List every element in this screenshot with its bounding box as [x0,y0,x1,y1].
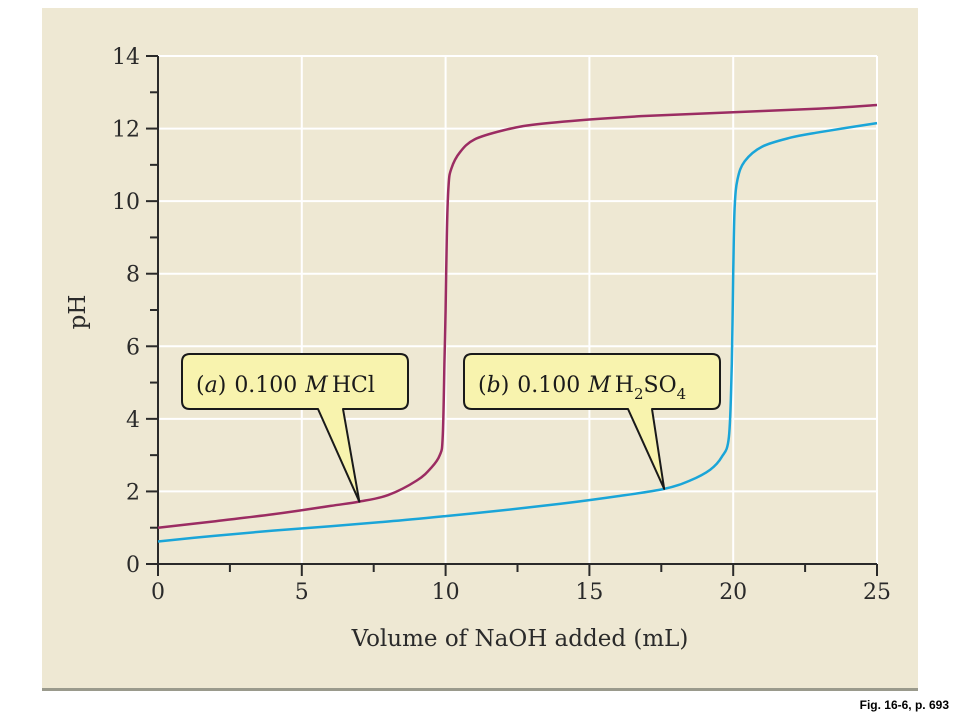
y-tick-label: 14 [112,45,140,70]
x-tick-label: 20 [719,580,747,605]
axes: 0 5 10 15 20 25 0 2 4 6 8 10 12 14 [112,45,891,605]
x-axis-label: Volume of NaOH added (mL) [351,626,689,652]
y-tick-label: 12 [112,118,140,143]
x-tick-label: 10 [432,580,460,605]
callout-b-label: (b) 0.100 M H2SO4 [478,373,686,403]
series-b-h2so4-line [157,121,878,543]
series-lines [157,103,878,543]
callout-a: (a) 0.100 M HCl [181,353,409,503]
series-a-hcl-line [157,103,878,529]
callout-b-bubble [463,353,721,490]
figure-bottom-rule [42,688,918,691]
x-tick-label: 15 [575,580,603,605]
x-tick-label: 25 [863,580,891,605]
figure-panel [42,8,918,688]
y-tick-label: 0 [126,553,140,578]
y-tick-label: 2 [126,480,140,505]
y-axis-label: pH [65,295,91,330]
y-tick-label: 8 [126,263,140,288]
y-tick-label: 6 [126,335,140,360]
callout-b: (b) 0.100 M H2SO4 [463,353,721,490]
grid-lines [158,55,878,564]
y-tick-label: 10 [112,190,140,215]
x-tick-label: 5 [295,580,309,605]
y-tick-label: 4 [126,408,140,433]
x-tick-label: 0 [151,580,165,605]
callout-a-label: (a) 0.100 M HCl [196,373,375,398]
callout-a-bubble [181,353,409,503]
figure-caption: Fig. 16-6, p. 693 [859,698,949,712]
